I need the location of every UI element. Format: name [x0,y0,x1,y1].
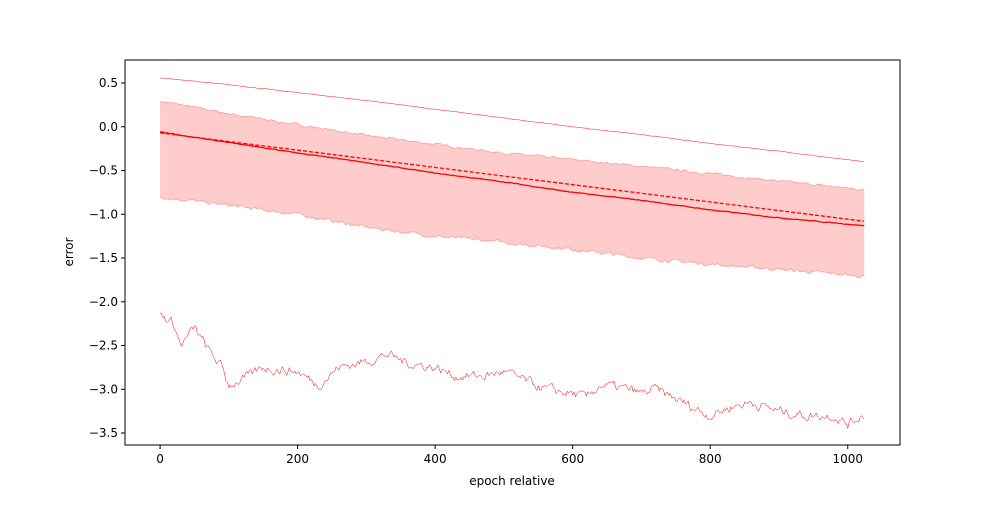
series-line-mean [159,131,865,227]
x-tick-label: 200 [286,452,309,466]
band-upper-edge [159,101,865,191]
series-line-max [160,77,865,162]
y-tick-label: −1.5 [89,251,118,265]
y-tick-label: −3.0 [89,382,118,396]
y-tick-label: −2.0 [89,295,118,309]
x-axis-label: epoch relative [469,474,555,488]
x-tick-label: 0 [156,452,164,466]
y-axis-label: error [62,237,76,266]
y-tick-label: 0.0 [99,120,118,134]
y-tick-label: −0.5 [89,164,118,178]
x-tick-label: 400 [424,452,447,466]
series-line-min [159,312,865,430]
y-tick-label: −2.5 [89,339,118,353]
x-tick-label: 800 [699,452,722,466]
y-tick-label: −1.0 [89,207,118,221]
axes-frame [124,59,901,446]
band-lower-edge [160,196,865,279]
std-band [160,101,865,278]
x-tick-label: 1000 [832,452,863,466]
series-line-trend [159,132,865,222]
y-tick-label: −3.5 [89,426,118,440]
y-tick-label: 0.5 [99,76,118,90]
x-tick-label: 600 [561,452,584,466]
